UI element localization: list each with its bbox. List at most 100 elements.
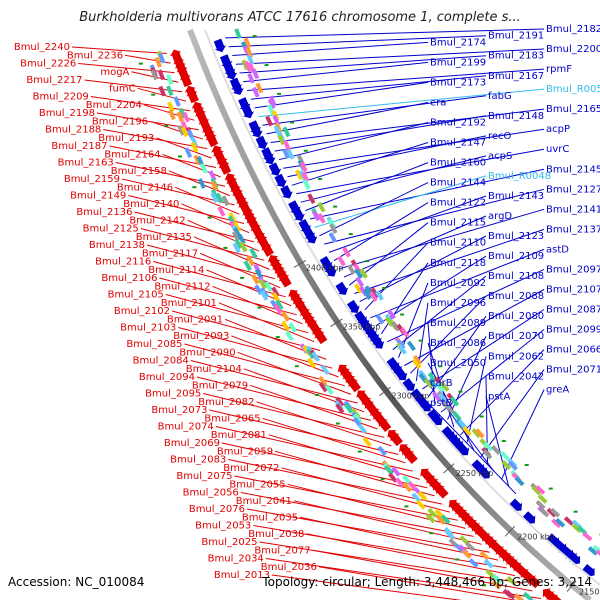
gene-label-forward[interactable]: Bmul_2174 bbox=[430, 37, 486, 48]
gene-label-forward[interactable]: greA bbox=[546, 385, 569, 396]
gene-label-reverse[interactable]: Bmul_2140 bbox=[123, 199, 179, 210]
gene-label-forward[interactable]: Bmul_2050 bbox=[430, 358, 486, 369]
gene-label-reverse[interactable]: Bmul_2240 bbox=[14, 42, 70, 53]
gene-label-forward[interactable]: Bmul_2088 bbox=[488, 291, 544, 302]
gene-label-forward[interactable]: Bmul_2071 bbox=[546, 365, 600, 376]
gene-label-reverse[interactable]: Bmul_2236 bbox=[67, 50, 123, 61]
gene-label-reverse[interactable]: Bmul_2081 bbox=[211, 430, 267, 441]
gene-label-reverse[interactable]: Bmul_2187 bbox=[51, 141, 107, 152]
gene-label-forward[interactable]: Bmul_2160 bbox=[430, 158, 486, 169]
gene-label-forward[interactable]: Bmul_2086 bbox=[430, 338, 486, 349]
gene-label-forward[interactable]: Bmul_R0051 bbox=[546, 84, 600, 95]
gene-label-forward[interactable]: Bmul_2143 bbox=[488, 191, 544, 202]
gene-label-reverse[interactable]: Bmul_2073 bbox=[151, 405, 207, 416]
gene-label-forward[interactable]: Bmul_2182 bbox=[546, 24, 600, 35]
gene-label-reverse[interactable]: Bmul_2093 bbox=[173, 331, 229, 342]
gene-label-reverse[interactable]: mogA bbox=[100, 67, 129, 78]
gene-label-reverse[interactable]: Bmul_2112 bbox=[154, 281, 210, 292]
gene-label-reverse[interactable]: Bmul_2082 bbox=[198, 397, 254, 408]
gene-label-forward[interactable]: Bmul_2062 bbox=[488, 351, 544, 362]
gene-label-reverse[interactable]: Bmul_2142 bbox=[129, 215, 185, 226]
gene-label-reverse[interactable]: Bmul_2036 bbox=[261, 562, 317, 573]
gene-label-reverse[interactable]: Bmul_2135 bbox=[136, 232, 192, 243]
gene-label-forward[interactable]: Bmul_2092 bbox=[430, 278, 486, 289]
gene-label-forward[interactable]: Bmul_2096 bbox=[430, 298, 486, 309]
gene-label-reverse[interactable]: Bmul_2164 bbox=[104, 149, 160, 160]
gene-label-forward[interactable]: Bmul_2145 bbox=[546, 164, 600, 175]
gene-label-reverse[interactable]: Bmul_2090 bbox=[179, 347, 235, 358]
gene-label-reverse[interactable]: Bmul_2204 bbox=[86, 100, 142, 111]
gene-label-reverse[interactable]: Bmul_2196 bbox=[92, 116, 148, 127]
gene-label-reverse[interactable]: Bmul_2136 bbox=[76, 207, 132, 218]
gene-label-reverse[interactable]: Bmul_2163 bbox=[58, 158, 114, 169]
gene-label-forward[interactable]: Bmul_2118 bbox=[430, 258, 486, 269]
gene-label-forward[interactable]: argD bbox=[488, 211, 512, 222]
gene-label-forward[interactable]: era bbox=[430, 98, 446, 109]
gene-label-reverse[interactable]: Bmul_2084 bbox=[133, 356, 189, 367]
gene-label-forward[interactable]: Bmul_2147 bbox=[430, 138, 486, 149]
gene-label-forward[interactable]: Bmul_2141 bbox=[546, 204, 600, 215]
gene-label-forward[interactable]: uvrC bbox=[546, 144, 569, 155]
gene-label-forward[interactable]: Bmul_2123 bbox=[488, 231, 544, 242]
gene-label-forward[interactable]: Bmul_2042 bbox=[488, 371, 544, 382]
gene-label-reverse[interactable]: Bmul_2053 bbox=[195, 521, 251, 532]
gene-label-forward[interactable]: acpP bbox=[546, 124, 570, 135]
gene-label-reverse[interactable]: Bmul_2105 bbox=[108, 290, 164, 301]
gene-label-reverse[interactable]: Bmul_2094 bbox=[139, 372, 195, 383]
gene-label-forward[interactable]: Bmul_2080 bbox=[488, 311, 544, 322]
gene-label-forward[interactable]: astD bbox=[546, 244, 569, 255]
gene-label-reverse[interactable]: Bmul_2035 bbox=[242, 512, 298, 523]
gene-label-reverse[interactable]: Bmul_2146 bbox=[117, 182, 173, 193]
gene-label-reverse[interactable]: Bmul_2056 bbox=[183, 488, 239, 499]
gene-label-forward[interactable]: Bmul_2137 bbox=[546, 224, 600, 235]
gene-label-forward[interactable]: acpS bbox=[488, 151, 512, 162]
gene-label-forward[interactable]: Bmul_2127 bbox=[546, 184, 600, 195]
gene-label-forward[interactable]: pstB bbox=[430, 398, 452, 409]
gene-label-reverse[interactable]: Bmul_2117 bbox=[142, 248, 198, 259]
gene-label-reverse[interactable]: Bmul_2038 bbox=[248, 529, 304, 540]
gene-label-reverse[interactable]: Bmul_2076 bbox=[189, 504, 245, 515]
gene-label-reverse[interactable]: Bmul_2072 bbox=[223, 463, 279, 474]
gene-label-reverse[interactable]: Bmul_2065 bbox=[204, 413, 260, 424]
gene-label-reverse[interactable]: Bmul_2074 bbox=[158, 422, 214, 433]
gene-label-reverse[interactable]: Bmul_2041 bbox=[236, 496, 292, 507]
gene-label-forward[interactable]: Bmul_2148 bbox=[488, 111, 544, 122]
gene-label-forward[interactable]: Bmul_2191 bbox=[488, 31, 544, 42]
gene-label-reverse[interactable]: Bmul_2085 bbox=[126, 339, 182, 350]
gene-label-forward[interactable]: Bmul_2070 bbox=[488, 331, 544, 342]
gene-label-reverse[interactable]: Bmul_2103 bbox=[120, 323, 176, 334]
gene-label-reverse[interactable]: Bmul_2209 bbox=[33, 92, 89, 103]
gene-label-forward[interactable]: Bmul_2144 bbox=[430, 178, 486, 189]
gene-label-reverse[interactable]: Bmul_2075 bbox=[176, 471, 232, 482]
gene-label-reverse[interactable]: Bmul_2114 bbox=[148, 265, 204, 276]
gene-label-forward[interactable]: Bmul_2167 bbox=[488, 71, 544, 82]
gene-label-forward[interactable]: Bmul_2087 bbox=[546, 305, 600, 316]
gene-label-reverse[interactable]: Bmul_2077 bbox=[254, 545, 310, 556]
gene-label-reverse[interactable]: Bmul_2104 bbox=[186, 364, 242, 375]
gene-label-forward[interactable]: Bmul_2099 bbox=[546, 325, 600, 336]
gene-label-forward[interactable]: rpmF bbox=[546, 64, 572, 75]
gene-label-forward[interactable]: Bmul_2089 bbox=[430, 318, 486, 329]
gene-label-forward[interactable]: recO bbox=[488, 131, 512, 142]
gene-label-reverse[interactable]: Bmul_2106 bbox=[101, 273, 157, 284]
gene-label-forward[interactable]: Bmul_2183 bbox=[488, 51, 544, 62]
gene-label-forward[interactable]: Bmul_2097 bbox=[546, 264, 600, 275]
gene-label-reverse[interactable]: Bmul_2159 bbox=[64, 174, 120, 185]
gene-label-forward[interactable]: Bmul_2200 bbox=[546, 44, 600, 55]
gene-label-reverse[interactable]: Bmul_2101 bbox=[161, 298, 217, 309]
gene-label-forward[interactable]: fabG bbox=[488, 91, 512, 102]
gene-label-reverse[interactable]: Bmul_2149 bbox=[70, 191, 126, 202]
gene-label-reverse[interactable]: Bmul_2217 bbox=[26, 75, 82, 86]
gene-label-forward[interactable]: Bmul_2122 bbox=[430, 198, 486, 209]
gene-label-forward[interactable]: Bmul_2108 bbox=[488, 271, 544, 282]
gene-label-forward[interactable]: Bmul_2115 bbox=[430, 218, 486, 229]
gene-label-forward[interactable]: Bmul_2107 bbox=[546, 285, 600, 296]
gene-label-forward[interactable]: Bmul_2066 bbox=[546, 345, 600, 356]
gene-label-reverse[interactable]: Bmul_2158 bbox=[111, 166, 167, 177]
gene-label-forward[interactable]: Bmul_2173 bbox=[430, 77, 486, 88]
gene-label-forward[interactable]: Bmul_2165 bbox=[546, 104, 600, 115]
gene-label-reverse[interactable]: Bmul_2034 bbox=[208, 554, 264, 565]
gene-label-reverse[interactable]: fumC bbox=[109, 83, 136, 94]
gene-label-reverse[interactable]: Bmul_2226 bbox=[20, 59, 76, 70]
gene-label-reverse[interactable]: Bmul_2025 bbox=[201, 537, 257, 548]
